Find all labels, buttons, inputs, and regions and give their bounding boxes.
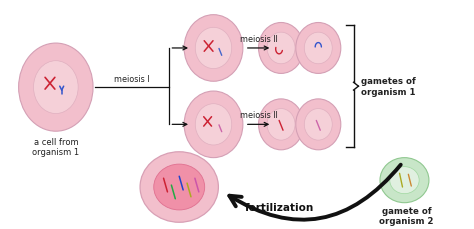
Ellipse shape: [267, 109, 295, 141]
Ellipse shape: [184, 16, 243, 82]
Ellipse shape: [304, 33, 332, 65]
Ellipse shape: [258, 23, 303, 74]
Text: meiosis I: meiosis I: [114, 75, 150, 84]
Ellipse shape: [154, 164, 205, 210]
Ellipse shape: [258, 99, 303, 150]
Ellipse shape: [140, 152, 219, 222]
Text: meiosis II: meiosis II: [240, 35, 277, 44]
Text: a cell from
organism 1: a cell from organism 1: [32, 137, 80, 157]
Ellipse shape: [34, 61, 78, 114]
Ellipse shape: [296, 23, 341, 74]
Ellipse shape: [296, 99, 341, 150]
Text: meiosis II: meiosis II: [240, 111, 277, 120]
Ellipse shape: [195, 104, 232, 145]
Ellipse shape: [380, 158, 429, 203]
Text: fertilization: fertilization: [245, 203, 314, 213]
Ellipse shape: [304, 109, 332, 141]
Text: gamete of
organism 2: gamete of organism 2: [379, 206, 434, 225]
Ellipse shape: [18, 44, 93, 132]
Ellipse shape: [267, 33, 295, 65]
Ellipse shape: [390, 167, 419, 194]
Ellipse shape: [195, 28, 232, 69]
Text: gametes of
organism 1: gametes of organism 1: [361, 77, 416, 96]
Ellipse shape: [184, 92, 243, 158]
